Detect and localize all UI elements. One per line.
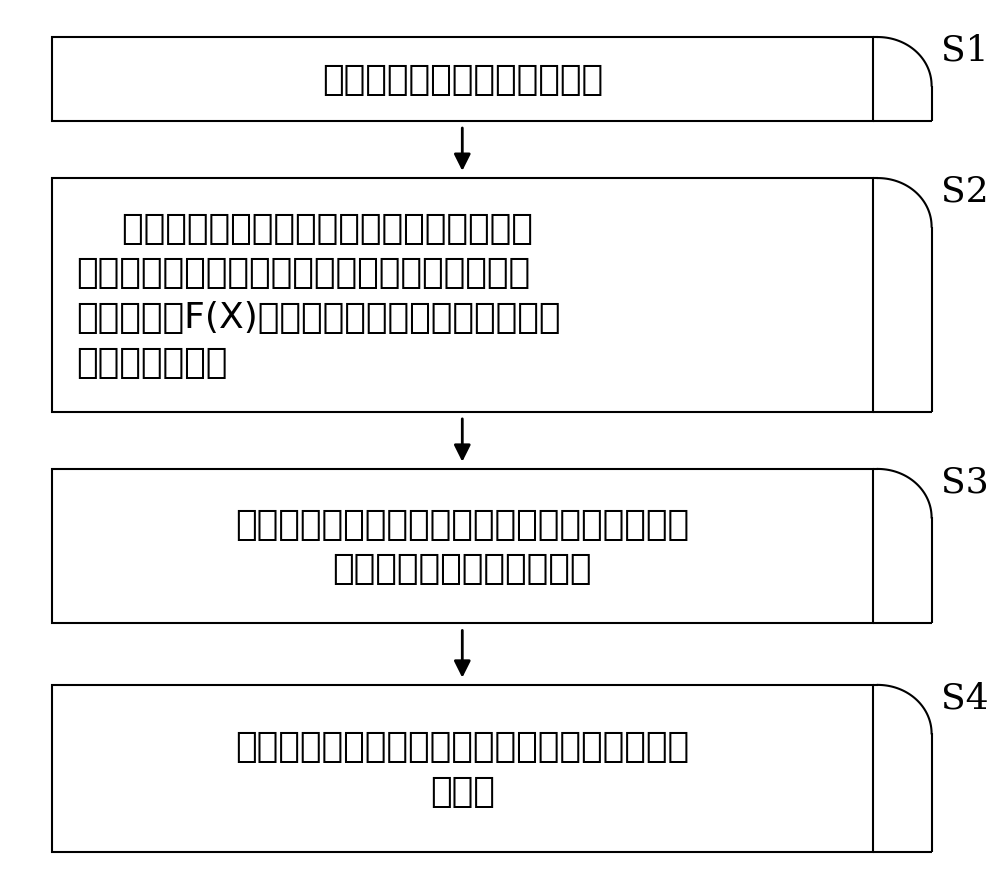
Text: 获取故障树底事件模型，通过布尔代数化简
法获得故障树底事件的最小割集以及顶上事件的
结构表达式F(X)，所述最小割集包括单事件割集
和多事件割集；: 获取故障树底事件模型，通过布尔代数化简 法获得故障树底事件的最小割集以及顶上事件… bbox=[76, 212, 561, 379]
Text: 对所获得的所有结构重要度按大小进行升序或降
序排序: 对所获得的所有结构重要度按大小进行升序或降 序排序 bbox=[235, 729, 689, 808]
Text: S3: S3 bbox=[941, 465, 989, 499]
Bar bbox=[52, 179, 873, 412]
Bar bbox=[52, 38, 873, 121]
Text: 构建系统的故障树底事件模型: 构建系统的故障树底事件模型 bbox=[322, 63, 603, 97]
Text: S4: S4 bbox=[941, 680, 989, 715]
Text: 计算获得单事件割集的底事件结构重要度和多事
件割集的底事件结构重要度: 计算获得单事件割集的底事件结构重要度和多事 件割集的底事件结构重要度 bbox=[235, 507, 689, 586]
Text: S1: S1 bbox=[941, 34, 989, 67]
Text: S2: S2 bbox=[941, 175, 989, 208]
Bar bbox=[52, 685, 873, 852]
Bar bbox=[52, 470, 873, 624]
